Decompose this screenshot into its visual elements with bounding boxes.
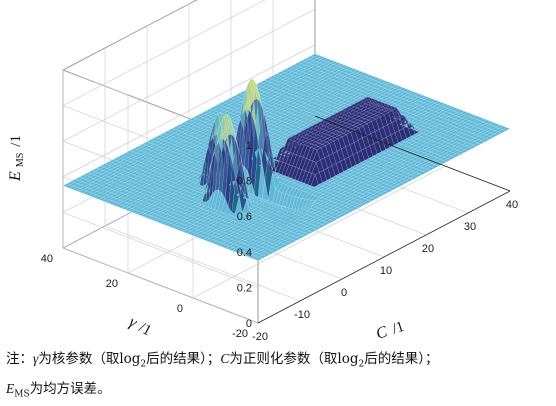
surface-cell — [355, 71, 365, 75]
surface-cell — [368, 76, 378, 80]
surface-cell — [381, 81, 391, 85]
surface-cell — [420, 96, 430, 100]
grid-line-y — [192, 165, 446, 299]
caption-text-4: 后的结果）； — [364, 351, 439, 367]
z-tick-label: 0.8 — [237, 176, 252, 188]
surface-cell — [427, 98, 436, 103]
surface-cell — [336, 63, 345, 68]
surface-cell — [446, 106, 456, 110]
x-tick-label: 40 — [506, 199, 518, 211]
z-axis-label-sub: MS — [15, 153, 26, 167]
caption-log-2-sub: 2 — [358, 359, 365, 370]
surface-cell — [349, 68, 358, 73]
surface-cell — [401, 88, 410, 93]
y-axis-label: γ /1 — [126, 314, 154, 340]
z-tick-label: 0.4 — [237, 247, 252, 259]
z-tick-label: 0 — [246, 318, 252, 330]
caption-gamma-symbol: γ — [33, 351, 39, 366]
z-tick-label: 0.6 — [237, 211, 252, 223]
surface-cell — [472, 116, 482, 120]
y-tick-label: 0 — [177, 303, 183, 315]
surface-mesh — [62, 53, 511, 261]
y-axis-label-unit: /1 — [136, 320, 154, 340]
caption-text-3: 为正则化参数（取 — [229, 351, 338, 367]
x-axis-label-unit: /1 — [390, 319, 406, 338]
surface-cell — [433, 101, 443, 105]
surface-cell — [466, 113, 475, 118]
caption-text-1: 为核参数（取 — [38, 351, 120, 367]
y-tick-label: 40 — [41, 253, 53, 265]
surface-cell — [459, 111, 469, 115]
surface-cell — [394, 86, 404, 90]
figure-caption: 注：γ为核参数（取log2后的结果）；C为正则化参数（取log2后的结果）； E… — [6, 347, 554, 406]
surface-cell — [342, 66, 352, 70]
z-axis-label-unit: /1 — [8, 135, 24, 147]
surface-cell — [479, 118, 488, 123]
caption-c-symbol: C — [220, 351, 230, 366]
front-edge-x — [257, 190, 511, 324]
surface-cell — [498, 126, 508, 130]
surface-cell — [362, 73, 371, 78]
caption-line-1: 注：γ为核参数（取log2后的结果）；C为正则化参数（取log2后的结果）； — [6, 347, 554, 377]
caption-e-sub: MS — [14, 389, 30, 400]
surface-cell — [440, 103, 449, 108]
caption-text-2: 后的结果）； — [146, 351, 221, 367]
caption-line-2: EMS为均方误差。 — [6, 377, 554, 406]
x-tick-label: 30 — [464, 221, 476, 233]
surface-cell — [407, 91, 417, 95]
x-tick-label: 20 — [422, 243, 434, 255]
grid-line-x — [104, 225, 301, 302]
surface-cell — [453, 108, 462, 113]
x-axis-label: C /1 — [374, 318, 406, 343]
y-tick-label: 20 — [106, 278, 118, 290]
caption-text-5: 为均方误差。 — [29, 380, 111, 397]
front-edge-y — [314, 115, 511, 192]
z-tick-label: 0.2 — [237, 282, 252, 294]
caption-e-symbol: E — [6, 380, 15, 396]
grid-line-x — [62, 247, 259, 324]
axes-front-edges — [257, 115, 511, 324]
z-tick-label: 1 — [246, 140, 252, 152]
z-axis-label-main: E — [7, 171, 24, 182]
surface-cell — [502, 127, 511, 132]
y-tick-label: -20 — [232, 328, 248, 340]
surface-cell — [414, 93, 423, 98]
caption-log-1-sub: 2 — [140, 359, 147, 370]
x-tick-label: -20 — [252, 331, 268, 343]
surface-cell — [492, 123, 501, 128]
surface-cell — [485, 121, 495, 125]
surface-cell — [375, 78, 384, 83]
x-tick-label: 0 — [341, 287, 347, 299]
caption-log-1: log — [119, 351, 141, 367]
x-axis-label-main: C — [374, 323, 390, 343]
x-tick-label: -10 — [294, 309, 310, 321]
surface-cell — [388, 83, 397, 88]
x-tick-label: 10 — [380, 265, 392, 277]
grid-line-z — [62, 212, 259, 288]
caption-log-2: log — [337, 351, 359, 367]
caption-prefix: 注： — [6, 351, 33, 367]
z-axis-label: E MS /1 — [7, 135, 27, 182]
